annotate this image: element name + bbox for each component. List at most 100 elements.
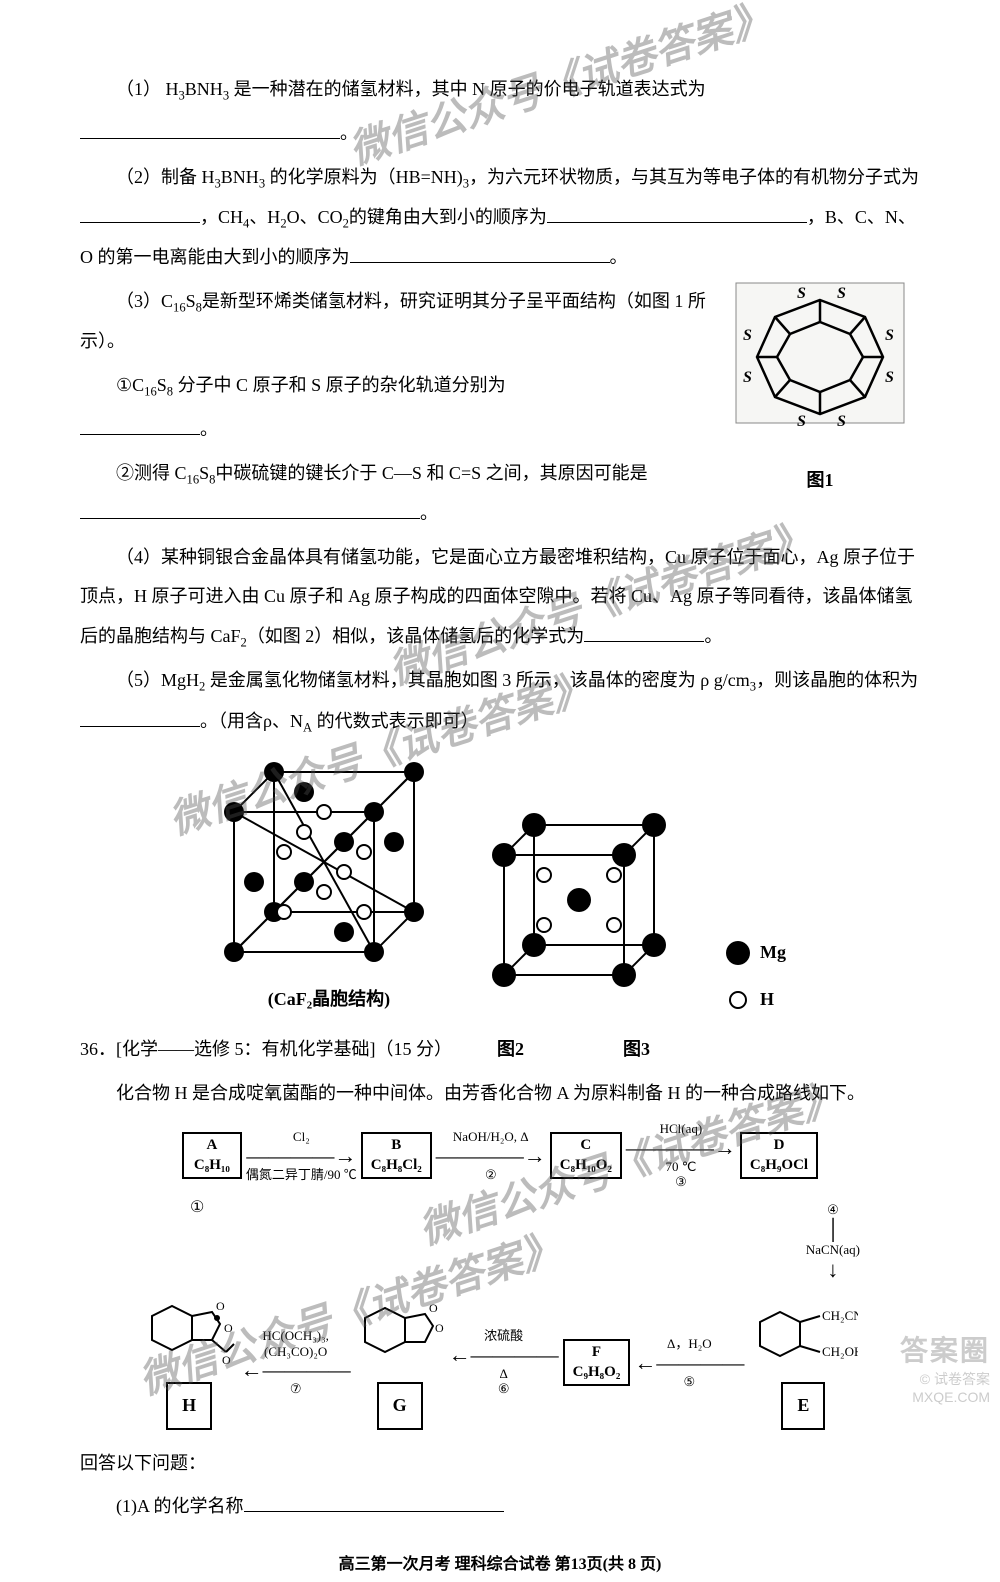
q4-line: （4）某种铜银合金晶体具有储氢功能，它是面心立方最密堆积结构，Cu 原子位于面心… [80, 538, 920, 657]
q3-d: ①C [116, 375, 144, 395]
q5-e: 的代数式表示即可） [312, 711, 479, 731]
q3-f: 分子中 C 原子和 S 原子的杂化轨道分别为 [173, 375, 506, 395]
q3-end2: 。 [420, 503, 438, 523]
blank [584, 624, 704, 642]
blank [350, 245, 610, 263]
struct-E: CH₂CN CH₂OH E [748, 1296, 858, 1430]
label-G: G [377, 1382, 423, 1430]
q36-1: (1)A 的化学名称 [80, 1487, 920, 1527]
corner-line3: MXQE.COM [900, 1388, 990, 1406]
q3-g: ②测得 C [116, 463, 187, 483]
q3-h: S [199, 463, 209, 483]
svg-text:O: O [224, 1321, 233, 1335]
q5-d: 。（用含ρ、N [200, 711, 303, 731]
svg-text:S: S [885, 369, 894, 386]
box-F: FC₉H₈O₂ [563, 1339, 631, 1386]
svg-text:S: S [885, 327, 894, 344]
q3-e: S [157, 375, 167, 395]
q36-1-text: (1)A 的化学名称 [116, 1496, 244, 1516]
figure-3-svg [484, 805, 684, 1005]
q2-h: 的键角由大到小的顺序为 [349, 207, 547, 227]
struct-G: O O G [355, 1296, 445, 1430]
svg-text:CH₂CN: CH₂CN [822, 1308, 858, 1323]
figure-2-caption: (CaF₂晶胞结构) [214, 980, 444, 1020]
q5-a: （5）MgH [116, 670, 199, 690]
arrow-5: Δ，H₂O ←―――― ⑤ [634, 1336, 744, 1389]
figure-3-label: 图3 [623, 1039, 650, 1059]
q4-b: （如图 2）相似，该晶体储氢后的化学式为 [247, 626, 585, 646]
q2-d: ，为六元环状物质，与其互为等电子体的有机物分子式为 [469, 167, 919, 187]
box-C: CC₈H₁₀O₂ [550, 1132, 622, 1179]
svg-text:O: O [216, 1299, 225, 1313]
label-H: H [166, 1382, 212, 1430]
label-E: E [781, 1382, 825, 1430]
q2-c: 的化学原料为（HB=NH) [265, 167, 463, 187]
q5-c: ，则该晶胞的体积为 [756, 670, 918, 690]
figure-1: S S S S S S S S 图1 [720, 282, 920, 500]
q1-line1: （1） H3BNH3 是一种潜在的储氢材料，其中 N 原子的价电子轨道表达式为 [80, 70, 920, 110]
page-footer: 高三第一次月考 理科综合试卷 第13页(共 8 页) [80, 1547, 920, 1582]
page-content: 微信公众号《试卷答案》 微信公众号《试卷答案》 微信公众号《试卷答案》 微信公众… [80, 70, 920, 1582]
blank [547, 205, 807, 223]
q2-line1: （2）制备 H3BNH3 的化学原料为（HB=NH)3，为六元环状物质，与其互为… [80, 158, 920, 278]
svg-text:S: S [797, 413, 806, 430]
q36-title-text: 36．[化学——选修 5：有机化学基础]（15 分） [80, 1039, 452, 1059]
legend-h: H [760, 980, 774, 1020]
legend-mg: Mg [760, 933, 786, 973]
blank [80, 205, 200, 223]
blank [80, 709, 200, 727]
corner-line1: 答案圈 [900, 1333, 990, 1369]
reaction-row-2: O O O H HC(OCH₃)₃, (CH₃CO)₂O ←―――― ⑦ O O… [80, 1296, 920, 1430]
blank [80, 501, 420, 519]
figure-3-legend: Mg H [724, 933, 786, 1020]
svg-text:O: O [429, 1301, 438, 1315]
arrow-4: ④ │ NaCN(aq) ↓ [806, 1202, 860, 1284]
corner-watermark: 答案圈 © 试卷答案 MXQE.COM [900, 1333, 990, 1406]
q1-text-b: BNH [185, 79, 223, 99]
reaction-sub-row: ① ④ │ NaCN(aq) ↓ [80, 1198, 920, 1288]
figure-2-label: 图2 [497, 1039, 524, 1059]
reaction-row-1: AC₈H₁₀ Cl₂ ――――→ 偶氮二异丁腈/90 ℃ BC₈H₈Cl₂ Na… [80, 1121, 920, 1190]
box-A: AC₈H₁₀ [182, 1132, 242, 1179]
svg-text:S: S [837, 413, 846, 430]
arrow-7: HC(OCH₃)₃, (CH₃CO)₂O ←―――― ⑦ [241, 1328, 351, 1397]
q1-text-c: 是一种潜在的储氢材料，其中 N 原子的价电子轨道表达式为 [229, 79, 706, 99]
figure-2: (CaF₂晶胞结构) [214, 752, 444, 1020]
q5-b: 是金属氢化物储氢材料，其晶胞如图 3 所示，该晶体的密度为 ρ g/cm [205, 670, 749, 690]
q3-a: （3）C [116, 291, 173, 311]
q-followup: 回答以下问题： [80, 1444, 920, 1484]
q5-line: （5）MgH2 是金属氢化物储氢材料，其晶胞如图 3 所示，该晶体的密度为 ρ … [80, 661, 920, 742]
q36-title: 36．[化学——选修 5：有机化学基础]（15 分） 图2 图3 [80, 1030, 920, 1070]
q3-i: 中碳硫键的键长介于 C—S 和 C=S 之间，其原因可能是 [215, 463, 647, 483]
svg-text:S: S [797, 285, 806, 302]
svg-text:O: O [222, 1353, 231, 1367]
q1-text-a: （1） H [116, 79, 179, 99]
box-B: BC₈H₈Cl₂ [361, 1132, 432, 1179]
figure-2-svg [214, 752, 444, 962]
q36-intro: 化合物 H 是合成啶氧菌酯的一种中间体。由芳香化合物 A 为原料制备 H 的一种… [80, 1074, 920, 1114]
corner-line2: © 试卷答案 [900, 1370, 990, 1388]
svg-text:O: O [435, 1321, 444, 1335]
blank [244, 1494, 504, 1512]
q2-a: （2）制备 H [116, 167, 215, 187]
circled-1: ① [190, 1198, 204, 1288]
blank [80, 417, 200, 435]
struct-H: O O O H [142, 1296, 237, 1430]
arrow-3: HCl(aq) ――――→ 70 ℃ ③ [626, 1121, 736, 1190]
svg-text:S: S [743, 369, 752, 386]
q3-end1: 。 [200, 419, 218, 439]
q4-end: 。 [704, 626, 722, 646]
blank [80, 121, 340, 139]
svg-text:S: S [743, 327, 752, 344]
q1-line2: 。 [80, 114, 920, 154]
figure-1-caption: 图1 [720, 461, 920, 501]
figure-row: (CaF₂晶胞结构) [80, 752, 920, 1020]
svg-text:S: S [837, 285, 846, 302]
q2-g: O、CO [287, 207, 343, 227]
q2-end: 。 [610, 247, 628, 267]
box-D: DC₈H₉OCl [740, 1132, 818, 1179]
q2-e: ，CH [200, 207, 243, 227]
figure-1-svg: S S S S S S S S [735, 282, 905, 442]
q3-b: S [186, 291, 196, 311]
figure-3 [484, 805, 684, 1020]
